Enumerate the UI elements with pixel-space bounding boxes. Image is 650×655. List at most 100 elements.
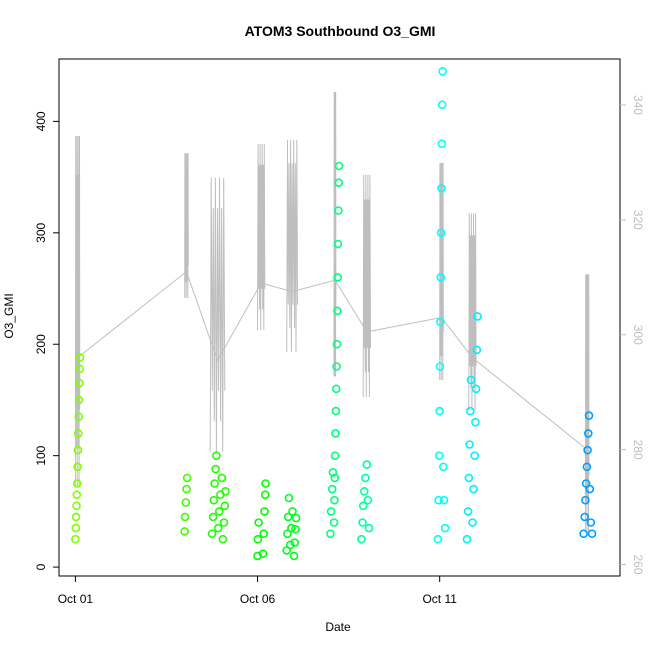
data-point	[436, 317, 445, 327]
data-point	[434, 451, 444, 461]
data-point	[285, 540, 295, 550]
data-point	[330, 495, 339, 505]
data-point	[73, 462, 82, 472]
data-point	[326, 507, 336, 516]
plot-frame	[58, 58, 621, 577]
data-point	[469, 484, 478, 494]
data-point	[587, 529, 597, 539]
data-point	[334, 178, 344, 187]
data-point	[473, 312, 482, 321]
secondary-trace-8	[468, 213, 477, 411]
data-point	[440, 523, 450, 533]
y-tick-label: 300	[34, 222, 48, 242]
data-point	[358, 518, 367, 527]
data-point	[585, 484, 595, 494]
chart-title: ATOM3 Southbound O3_GMI	[245, 23, 436, 39]
y2-tick-label: 280	[631, 440, 645, 460]
data-point	[72, 501, 81, 511]
data-point	[260, 507, 269, 516]
data-point	[71, 523, 81, 533]
data-point	[329, 518, 339, 527]
data-point	[584, 411, 594, 420]
data-point	[358, 501, 368, 511]
y2-tick-label: 260	[631, 554, 645, 574]
data-point	[332, 362, 341, 371]
data-point	[213, 523, 223, 533]
data-point	[471, 417, 480, 427]
data-point	[583, 429, 593, 438]
data-point	[327, 484, 337, 494]
data-point	[463, 507, 473, 516]
y2-tick-label: 340	[631, 95, 645, 115]
data-point	[291, 513, 301, 523]
secondary-connector-line	[77, 270, 588, 451]
data-point	[260, 490, 270, 500]
data-point	[75, 378, 84, 388]
data-point	[357, 534, 366, 544]
data-point	[433, 534, 443, 544]
data-point	[468, 518, 477, 527]
data-point	[582, 462, 592, 472]
secondary-trace-5	[333, 91, 337, 377]
secondary-trace-2	[209, 177, 226, 452]
data-point	[332, 306, 342, 316]
series-2	[207, 451, 230, 544]
series-6	[357, 460, 374, 544]
data-point	[438, 462, 448, 472]
y-axis-label: O3_GMI	[2, 293, 16, 338]
data-point	[283, 512, 293, 522]
data-point	[291, 524, 300, 534]
data-point	[328, 468, 338, 477]
data-point	[330, 451, 340, 461]
secondary-trace-3	[257, 143, 266, 331]
data-point	[284, 493, 294, 503]
data-point	[182, 484, 191, 494]
data-point	[464, 473, 474, 483]
data-point	[74, 412, 83, 422]
y2-tick-label: 320	[631, 210, 645, 230]
data-point	[579, 529, 588, 539]
data-point	[437, 139, 447, 148]
data-point	[287, 523, 296, 533]
data-point	[470, 451, 480, 461]
data-point	[71, 534, 80, 544]
data-point	[359, 486, 369, 496]
secondary-trace-9	[584, 274, 590, 533]
data-point	[259, 529, 269, 539]
data-point	[466, 375, 476, 385]
data-point	[209, 495, 219, 505]
data-point	[435, 406, 445, 416]
data-point	[290, 538, 300, 547]
data-point	[435, 362, 445, 371]
data-point	[211, 464, 220, 474]
x-tick-label: Oct 01	[58, 592, 94, 606]
data-point	[437, 184, 446, 193]
data-point	[465, 440, 474, 449]
data-point	[212, 451, 221, 461]
data-point	[436, 228, 446, 238]
data-point	[581, 495, 590, 505]
data-point	[434, 495, 443, 505]
data-point	[361, 473, 370, 483]
data-point	[330, 473, 340, 483]
data-point	[74, 429, 83, 438]
data-point	[462, 534, 472, 544]
secondary-series	[74, 91, 590, 533]
data-point	[289, 551, 299, 561]
data-point	[219, 518, 229, 527]
data-point	[221, 486, 230, 496]
data-point	[254, 518, 263, 527]
data-point	[439, 495, 449, 505]
y-tick-label: 200	[34, 334, 48, 354]
series-5	[326, 161, 344, 539]
data-point	[472, 345, 482, 355]
series-8	[462, 312, 482, 544]
data-point	[586, 518, 596, 527]
data-point	[261, 479, 270, 488]
secondary-trace-6	[362, 174, 371, 398]
data-point	[207, 529, 217, 539]
data-point	[583, 445, 592, 455]
data-point	[471, 384, 481, 394]
data-point	[258, 549, 268, 559]
